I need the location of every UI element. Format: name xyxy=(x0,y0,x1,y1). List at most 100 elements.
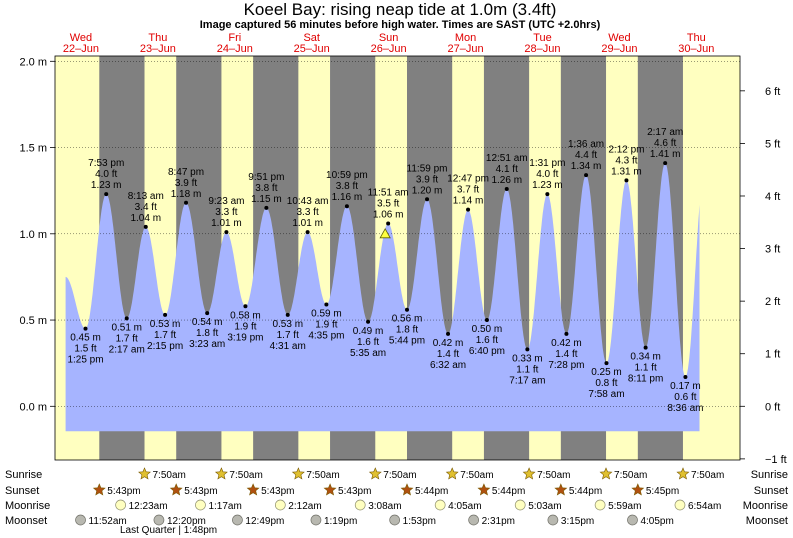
tide-time-label: 12:51 am xyxy=(486,153,528,164)
tide-point xyxy=(663,161,668,166)
tide-ft-label: 3.4 ft xyxy=(135,202,157,213)
tide-time-label: 9:23 am xyxy=(208,196,244,207)
row-label-left-moonrise: Moonrise xyxy=(5,500,50,512)
current-level-marker xyxy=(379,227,391,239)
sunset-icon xyxy=(631,483,645,496)
tide-point xyxy=(525,347,530,352)
day-label-name: Wed xyxy=(608,32,630,44)
sunrise-time-label: 7:50am xyxy=(537,470,570,481)
day-label-name: Tue xyxy=(533,32,552,44)
tide-ft-label: 3.3 ft xyxy=(215,207,237,218)
tide-point xyxy=(305,230,310,235)
tide-ft-label: 1.4 ft xyxy=(555,349,577,360)
tide-m-label: 0.54 m xyxy=(192,317,223,328)
sunset-icon xyxy=(400,483,414,496)
tide-ft-label: 3.9 ft xyxy=(416,174,438,185)
moonrise-time-label: 6:54am xyxy=(688,501,721,512)
tide-ft-label: 4.6 ft xyxy=(654,138,676,149)
y-tick-label-m: 1.0 m xyxy=(19,229,47,241)
tide-point xyxy=(466,207,471,212)
tide-ft-label: 3.8 ft xyxy=(336,181,358,192)
tide-point xyxy=(366,319,371,324)
day-label-date: 22–Jun xyxy=(63,43,99,55)
tide-ft-label: 3.7 ft xyxy=(457,185,479,196)
moonset-icon xyxy=(389,514,401,526)
tide-ft-label: 1.5 ft xyxy=(74,344,96,355)
tide-ft-label: 1.8 ft xyxy=(396,325,418,336)
moonrise-icon xyxy=(195,499,206,511)
tide-water-area xyxy=(65,163,700,432)
tide-point xyxy=(484,318,489,323)
tide-m-label: 0.25 m xyxy=(591,367,622,378)
y-tick-label-ft: 1 ft xyxy=(765,349,780,361)
tide-m-label: 1.23 m xyxy=(91,180,122,191)
y-tick-label-m: 0.0 m xyxy=(19,401,47,413)
day-label-date: 25–Jun xyxy=(294,43,330,55)
day-label-date: 29–Jun xyxy=(601,43,637,55)
grid-lines xyxy=(55,61,740,407)
tide-ft-label: 3.9 ft xyxy=(175,178,197,189)
day-label-date: 27–Jun xyxy=(448,43,484,55)
moonrise-icon xyxy=(594,499,606,511)
tide-time-label: 10:59 pm xyxy=(326,170,368,181)
tide-ft-label: 1.7 ft xyxy=(116,333,138,344)
moonset-time-label: 2:31pm xyxy=(482,516,515,527)
tide-ft-label: 1.1 ft xyxy=(634,363,656,374)
tide-m-label: 0.53 m xyxy=(272,319,303,330)
tide-time-label: 2:17 am xyxy=(647,127,683,138)
moonset-icon xyxy=(310,514,322,526)
sunset-time-label: 5:43pm xyxy=(184,486,217,497)
tide-m-label: 0.17 m xyxy=(670,381,701,392)
tide-point xyxy=(83,326,88,331)
tide-m-label: 1.41 m xyxy=(650,149,681,160)
row-label-left-moonset: Moonset xyxy=(5,515,47,527)
tide-m-label: 1.16 m xyxy=(332,192,363,203)
y-tick-label-ft: −1 ft xyxy=(765,454,787,466)
tide-m-label: 1.06 m xyxy=(373,209,404,220)
tide-time-label: 4:31 am xyxy=(270,341,306,352)
sunrise-time-label: 7:50am xyxy=(306,470,339,481)
moonrise-icon xyxy=(115,499,126,511)
moonrise-icon xyxy=(674,499,686,511)
tide-point xyxy=(224,230,229,235)
sunset-time-label: 5:44pm xyxy=(415,486,448,497)
row-label-left-sunrise: Sunrise xyxy=(5,469,42,481)
moonset-icon xyxy=(232,514,243,526)
tide-m-label: 0.56 m xyxy=(392,314,423,325)
tide-point xyxy=(624,178,629,183)
tide-point xyxy=(264,205,269,210)
day-label-date: 23–Jun xyxy=(140,43,176,55)
sunset-icon xyxy=(554,483,568,496)
sunrise-time-label: 7:50am xyxy=(383,470,416,481)
day-label-name: Sat xyxy=(303,32,320,44)
row-label-left-sunset: Sunset xyxy=(5,485,39,497)
tide-time-label: 8:11 pm xyxy=(628,374,663,385)
row-label-right-sunset: Sunset xyxy=(754,485,788,497)
tide-m-label: 1.04 m xyxy=(130,213,161,224)
tide-m-label: 0.45 m xyxy=(70,333,101,344)
y-tick-label-ft: 5 ft xyxy=(765,138,780,150)
tide-point xyxy=(425,197,430,202)
tide-point xyxy=(184,200,189,205)
sunset-time-label: 5:44pm xyxy=(492,486,525,497)
tide-ft-label: 1.7 ft xyxy=(277,330,299,341)
tide-ft-label: 3.3 ft xyxy=(296,207,318,218)
tide-point xyxy=(104,192,109,197)
tide-m-label: 1.18 m xyxy=(171,189,202,200)
y-tick-label-ft: 6 ft xyxy=(765,86,780,98)
moonrise-icon xyxy=(434,499,446,511)
day-label-name: Thu xyxy=(687,32,706,44)
tide-point xyxy=(446,331,451,336)
tide-point xyxy=(324,302,329,307)
sunrise-icon xyxy=(291,467,305,480)
tide-time-label: 6:40 pm xyxy=(469,346,505,357)
tide-point xyxy=(205,311,210,316)
moonset-icon xyxy=(75,514,86,526)
moonrise-time-label: 3:08am xyxy=(368,501,401,512)
y-tick-label-m: 2.0 m xyxy=(19,56,47,68)
sunrise-time-label: 7:50am xyxy=(460,470,493,481)
tide-time-label: 7:53 pm xyxy=(88,158,124,169)
moonset-icon xyxy=(468,514,479,526)
tide-time-label: 11:59 pm xyxy=(407,163,448,174)
tide-point xyxy=(504,186,509,191)
